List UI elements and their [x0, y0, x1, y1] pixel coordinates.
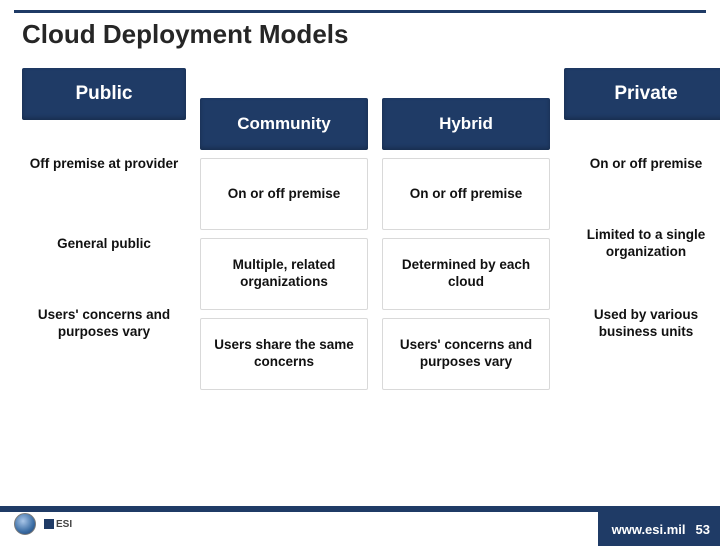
private-premise: On or off premise	[564, 128, 720, 200]
slide-footer: ESI www.esi.mil 53	[0, 506, 720, 540]
slide: Cloud Deployment Models Public Community…	[0, 0, 720, 540]
header-community: Community	[200, 98, 368, 150]
public-premise: Off premise at provider	[22, 128, 186, 200]
header-hybrid: Hybrid	[382, 98, 550, 150]
header-private: Private	[564, 68, 720, 120]
slide-title: Cloud Deployment Models	[22, 19, 720, 50]
hybrid-premise: On or off premise	[382, 158, 550, 230]
deployment-grid: Public Community Hybrid Private Off prem…	[0, 68, 720, 506]
title-rule	[14, 10, 706, 13]
community-premise: On or off premise	[200, 158, 368, 230]
footer-logos: ESI	[14, 513, 72, 535]
community-users: Users share the same concerns	[200, 318, 368, 390]
footer-url: www.esi.mil	[612, 522, 686, 537]
esi-logo-icon: ESI	[44, 519, 72, 530]
dod-seal-icon	[14, 513, 36, 535]
page-number: 53	[696, 522, 710, 537]
footer-right: www.esi.mil 53	[598, 512, 720, 546]
header-public: Public	[22, 68, 186, 120]
public-audience: General public	[22, 208, 186, 280]
public-users: Users' concerns and purposes vary	[22, 288, 186, 360]
hybrid-users: Users' concerns and purposes vary	[382, 318, 550, 390]
private-users: Used by various business units	[564, 288, 720, 360]
community-orgs: Multiple, related organizations	[200, 238, 368, 310]
hybrid-orgs: Determined by each cloud	[382, 238, 550, 310]
private-audience: Limited to a single organization	[564, 208, 720, 280]
